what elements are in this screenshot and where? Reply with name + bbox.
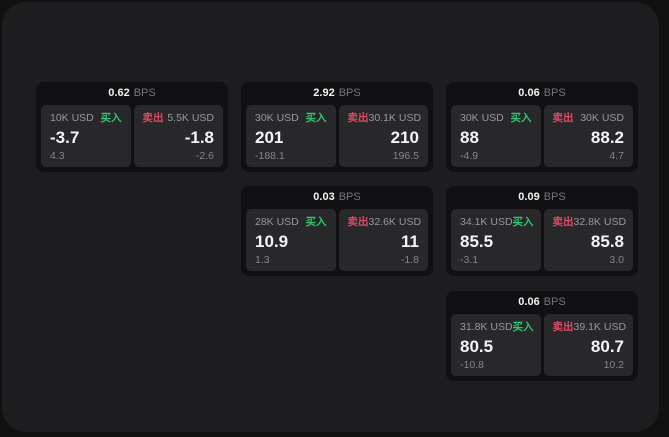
buy-price: 88 [460,127,479,147]
buy-side-label: 买入 [305,216,327,228]
sell-quote-tile[interactable]: 卖出 32.8K USD 85.8 3.0 [543,209,633,271]
buy-delta: -4.9 [460,149,479,162]
sell-delta: -2.6 [195,149,214,162]
spread-header: 0.62 BPS [41,82,223,105]
spread-header: 0.06 BPS [451,291,633,314]
buy-price: 80.5 [460,336,494,356]
buy-price: 85.5 [460,231,494,251]
spread-value: 0.06 [518,296,540,308]
sell-delta: -1.8 [400,253,419,266]
spread-value: 0.62 [108,87,130,99]
buy-side-label: 买入 [510,112,532,124]
sell-side-label: 卖出 [552,216,574,228]
sell-delta: 10.2 [603,358,624,371]
bps-unit-label: BPS [543,87,566,99]
app-window: 0.62 BPS 10K USD 买入 -3.7 4.3 卖出 5.5K USD… [2,2,659,432]
sell-price: 210 [390,127,419,147]
bps-unit-label: BPS [133,87,156,99]
buy-quote-tile[interactable]: 30K USD 买入 88 -4.9 [451,105,541,167]
buy-quote-tile[interactable]: 34.1K USD 买入 85.5 -3.1 [451,209,541,271]
sell-side-label: 卖出 [347,112,369,124]
sell-side-label: 卖出 [552,112,574,124]
buy-price: 10.9 [255,231,289,251]
quote-card: 0.06 BPS 31.8K USD 买入 80.5 -10.8 卖出 39.1… [446,291,638,381]
buy-price: 201 [255,127,284,147]
sell-price: 11 [401,231,419,251]
quote-card: 0.06 BPS 30K USD 买入 88 -4.9 卖出 30K USD 8… [446,82,638,172]
sell-amount: 39.1K USD [573,321,627,333]
buy-side-label: 买入 [305,112,327,124]
buy-side-label: 买入 [100,112,122,124]
quote-card: 0.03 BPS 28K USD 买入 10.9 1.3 卖出 32.6K US… [241,186,433,276]
sell-amount: 32.8K USD [573,216,627,228]
quote-card: 2.92 BPS 30K USD 买入 201 -188.1 卖出 30.1K … [241,82,433,172]
sell-side-label: 卖出 [142,112,164,124]
buy-amount: 10K USD [50,112,94,124]
sell-side-label: 卖出 [552,321,574,333]
sell-quote-tile[interactable]: 卖出 30K USD 88.2 4.7 [543,105,633,167]
buy-side-label: 买入 [512,321,534,333]
buy-quote-tile[interactable]: 10K USD 买入 -3.7 4.3 [41,105,131,167]
buy-amount: 34.1K USD [460,216,513,228]
sell-delta: 3.0 [609,253,624,266]
bps-unit-label: BPS [543,296,566,308]
sell-price: 80.7 [590,336,624,356]
sell-price: -1.8 [184,127,214,147]
bps-unit-label: BPS [543,191,566,203]
sell-amount: 32.6K USD [368,216,422,228]
buy-quote-tile[interactable]: 28K USD 买入 10.9 1.3 [246,209,336,271]
spread-value: 0.03 [313,191,335,203]
buy-delta: -3.1 [460,253,479,266]
buy-delta: -10.8 [460,358,484,371]
quote-card: 0.62 BPS 10K USD 买入 -3.7 4.3 卖出 5.5K USD… [36,82,228,172]
sell-price: 88.2 [590,127,624,147]
buy-delta: 4.3 [50,149,65,162]
buy-side-label: 买入 [512,216,534,228]
buy-quote-tile[interactable]: 30K USD 买入 201 -188.1 [246,105,336,167]
sell-delta: 4.7 [609,149,624,162]
spread-header: 0.03 BPS [246,186,428,209]
sell-quote-tile[interactable]: 卖出 32.6K USD 11 -1.8 [338,209,428,271]
buy-amount: 30K USD [255,112,299,124]
spread-header: 0.06 BPS [451,82,633,105]
sell-amount: 30K USD [580,112,624,124]
sell-quote-tile[interactable]: 卖出 30.1K USD 210 196.5 [338,105,428,167]
buy-quote-tile[interactable]: 31.8K USD 买入 80.5 -10.8 [451,314,541,376]
sell-amount: 30.1K USD [368,112,422,124]
bps-unit-label: BPS [338,191,361,203]
spread-header: 0.09 BPS [451,186,633,209]
buy-amount: 28K USD [255,216,299,228]
bps-unit-label: BPS [338,87,361,99]
buy-delta: 1.3 [255,253,270,266]
quote-card: 0.09 BPS 34.1K USD 买入 85.5 -3.1 卖出 32.8K… [446,186,638,276]
sell-delta: 196.5 [392,149,419,162]
sell-quote-tile[interactable]: 卖出 39.1K USD 80.7 10.2 [543,314,633,376]
sell-quote-tile[interactable]: 卖出 5.5K USD -1.8 -2.6 [133,105,223,167]
spread-value: 0.06 [518,87,540,99]
spread-header: 2.92 BPS [246,82,428,105]
sell-amount: 5.5K USD [167,112,214,124]
buy-price: -3.7 [50,127,80,147]
buy-amount: 31.8K USD [460,321,513,333]
spread-value: 2.92 [313,87,335,99]
buy-amount: 30K USD [460,112,504,124]
sell-price: 85.8 [590,231,624,251]
spread-value: 0.09 [518,191,540,203]
sell-side-label: 卖出 [347,216,369,228]
buy-delta: -188.1 [255,149,285,162]
